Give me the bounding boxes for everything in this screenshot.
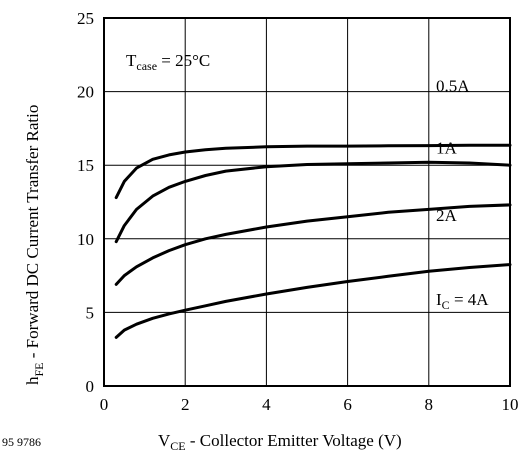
y-tick-label: 5 [86,303,95,322]
plot-frame [103,17,511,387]
series-line-0 [114,143,512,200]
x-tick-label: 4 [262,395,271,414]
series-line-3 [114,263,512,339]
y-tick-label: 25 [77,9,94,28]
figure-code: 95 9786 [2,435,41,449]
y-tick-label: 10 [77,230,94,249]
y-tick-label: 20 [77,83,94,102]
x-tick-label: 10 [502,395,519,414]
y-tick-label: 0 [86,377,95,396]
series-group [114,143,512,339]
x-tick-label: 2 [181,395,190,414]
grid-lines [104,18,510,386]
series-line-1 [114,160,512,244]
x-axis-label: VCE - Collector Emitter Voltage (V) [158,431,402,453]
x-tick-label: 6 [343,395,352,414]
series-label-2: 2A [436,206,458,225]
y-axis-label: hFE - Forward DC Current Transfer Ratio [23,105,46,385]
x-tick-label: 0 [100,395,109,414]
case-temperature-annotation: Tcase = 25°C [126,51,210,73]
series-labels: 0.5A 1A 2A IC = 4A [436,77,489,312]
series-label-0: 0.5A [436,77,470,96]
y-tick-label: 15 [77,156,94,175]
x-tick-label: 8 [425,395,434,414]
series-label-3: IC = 4A [436,290,489,312]
series-line-2 [114,203,512,286]
tick-labels: 0 2 4 6 8 10 0 5 10 15 20 25 [77,9,519,414]
series-label-1: 1A [436,139,458,158]
